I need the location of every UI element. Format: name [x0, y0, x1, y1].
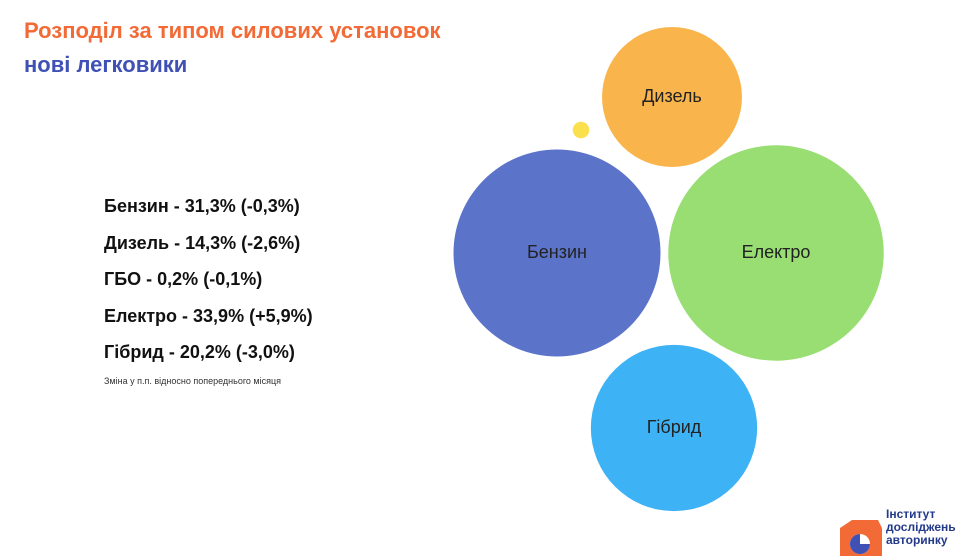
bubble-label: Гібрид [647, 417, 702, 437]
bubble [602, 27, 742, 167]
legend-row: Дизель - 14,3% (-2,6%) [104, 232, 301, 253]
bubble-label: Дизель [642, 86, 702, 106]
legend-list: Бензин - 31,3% (-0,3%) Дизель - 14,3% (-2… [104, 196, 313, 379]
change-label: (+5,9%) [249, 305, 313, 326]
title: Розподіл за типом силових установок [24, 18, 441, 43]
legend-row: Гібрид - 20,2% (-3,0%) [104, 342, 295, 362]
logo-line: авторинку [886, 533, 948, 547]
change-label: (-2,6%) [241, 232, 301, 253]
category: Електро [104, 305, 178, 326]
legend-row: Бензин - 31,3% (-0,3%) [104, 196, 300, 216]
logo-line: досліджень [886, 520, 956, 534]
category: ГБО [104, 269, 142, 289]
change-label: (-3,0%) [235, 342, 295, 362]
bubble [668, 145, 884, 361]
logo-line: Інститут [886, 507, 936, 521]
subtitle: нові легковики [24, 52, 188, 77]
category: Гібрид [104, 342, 164, 362]
bubble [590, 344, 758, 512]
bubble [572, 121, 590, 139]
value-label: 31,3% [184, 196, 236, 216]
logo-text: Інститут досліджень авторинку [886, 508, 956, 547]
logo-mark [840, 520, 882, 556]
change-label: (-0,1%) [203, 269, 263, 289]
category: Дизель [104, 232, 170, 253]
value-label: 0,2% [157, 269, 199, 289]
legend-row: ГБО - 0,2% (-0,1%) [104, 269, 263, 289]
note: Зміна у п.п. відносно попереднього місяц… [104, 376, 281, 386]
bubble-label: Бензин [527, 242, 587, 262]
bubble-label: Електро [742, 242, 811, 262]
legend-row: Електро - 33,9% (+5,9%) [104, 305, 313, 326]
change-label: (-0,3%) [240, 196, 300, 216]
value-label: 33,9% [193, 305, 245, 326]
value-label: 14,3% [185, 232, 237, 253]
value-label: 20,2% [179, 342, 231, 362]
category: Бензин [104, 196, 169, 216]
bubble [453, 149, 661, 357]
